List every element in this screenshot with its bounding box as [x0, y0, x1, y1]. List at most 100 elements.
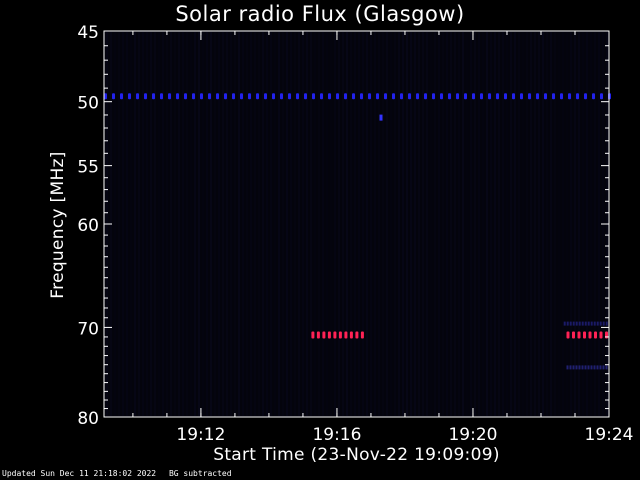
emission-dot	[408, 93, 411, 100]
emission-spot	[379, 114, 383, 121]
emission-dot	[392, 93, 395, 100]
emission-dot	[208, 93, 211, 100]
faint-band-dot	[584, 321, 587, 326]
noise-stripe	[154, 32, 156, 416]
emission-dot	[488, 93, 491, 100]
emission-dot	[592, 93, 595, 100]
emission-dot	[104, 93, 107, 100]
y-tick-label: 60	[77, 216, 99, 236]
emission-dot	[594, 331, 597, 339]
y-tick-label: 45	[77, 23, 99, 43]
emission-dot	[584, 93, 587, 100]
noise-stripe	[294, 32, 296, 416]
faint-band-dot	[599, 365, 602, 370]
x-tick-label: 19:24	[585, 425, 634, 445]
x-axis: 19:12 19:16 19:20 19:24	[132, 31, 634, 445]
noise-stripe	[134, 32, 136, 416]
emission-dot	[368, 93, 371, 100]
faint-band-dot	[605, 321, 608, 326]
noise-stripe	[158, 32, 160, 416]
noise-stripe	[434, 32, 436, 416]
faint-band-dot	[596, 365, 599, 370]
noise-stripe	[446, 32, 448, 416]
noise-stripe	[538, 32, 540, 416]
noise-stripe	[462, 32, 464, 416]
faint-band-dot	[593, 321, 596, 326]
emission-dot	[480, 93, 483, 100]
noise-stripe	[126, 32, 128, 416]
noise-stripe	[506, 32, 508, 416]
noise-stripe	[202, 32, 204, 416]
noise-stripe	[490, 32, 492, 416]
noise-stripe	[326, 32, 328, 416]
noise-stripe	[558, 32, 560, 416]
noise-stripe	[290, 32, 292, 416]
noise-stripe	[162, 32, 164, 416]
faint-band-dot	[602, 321, 605, 326]
noise-stripe	[566, 32, 568, 416]
noise-stripe	[182, 32, 184, 416]
emission-dot	[583, 331, 586, 339]
noise-stripe	[222, 32, 224, 416]
noise-stripe	[170, 32, 172, 416]
noise-stripe	[530, 32, 532, 416]
noise-stripe	[478, 32, 480, 416]
noise-stripe	[166, 32, 168, 416]
x-tick-label: 19:20	[448, 425, 497, 445]
emission-dot	[322, 331, 326, 339]
noise-stripe	[442, 32, 444, 416]
emission-dot	[136, 93, 139, 100]
emission-dot	[496, 93, 499, 100]
noise-stripe	[210, 32, 212, 416]
noise-stripe	[250, 32, 252, 416]
emission-dot	[168, 93, 171, 100]
faint-band-dot	[605, 365, 608, 370]
emission-dot	[328, 93, 331, 100]
noise-stripe	[534, 32, 536, 416]
emission-dot	[336, 93, 339, 100]
emission-dot	[360, 331, 364, 339]
emission-dot	[216, 93, 219, 100]
emission-dot	[184, 93, 187, 100]
emission-dot	[311, 331, 315, 339]
emission-dot	[112, 93, 115, 100]
noise-stripe	[370, 32, 372, 416]
noise-stripe	[214, 32, 216, 416]
emission-dot	[264, 93, 267, 100]
emission-dot	[448, 93, 451, 100]
emission-dot	[256, 93, 259, 100]
noise-stripe	[174, 32, 176, 416]
emission-dot	[352, 93, 355, 100]
noise-stripe	[522, 32, 524, 416]
noise-stripe	[270, 32, 272, 416]
noise-stripe	[362, 32, 364, 416]
noise-stripe	[382, 32, 384, 416]
noise-stripe	[146, 32, 148, 416]
noise-stripe	[410, 32, 412, 416]
faint-band-dot	[575, 321, 578, 326]
emission-dot	[144, 93, 147, 100]
emission-features	[104, 93, 611, 370]
emission-dot	[424, 93, 427, 100]
emission-dot	[288, 93, 291, 100]
emission-dot	[577, 331, 581, 339]
noise-stripe	[282, 32, 284, 416]
emission-dot	[160, 93, 163, 100]
noise-stripe	[346, 32, 348, 416]
faint-band-dot	[569, 365, 572, 370]
noise-stripe	[258, 32, 260, 416]
noise-stripe	[546, 32, 548, 416]
noise-stripe	[186, 32, 188, 416]
emission-dot	[566, 331, 570, 339]
noise-stripe	[194, 32, 196, 416]
noise-stripe	[498, 32, 500, 416]
emission-dot	[544, 93, 547, 100]
noise-stripe	[242, 32, 244, 416]
emission-dot	[520, 93, 523, 100]
noise-stripe	[402, 32, 404, 416]
noise-stripe	[486, 32, 488, 416]
noise-stripe	[334, 32, 336, 416]
noise-stripe	[394, 32, 396, 416]
emission-dot	[376, 93, 379, 100]
noise-stripe	[458, 32, 460, 416]
